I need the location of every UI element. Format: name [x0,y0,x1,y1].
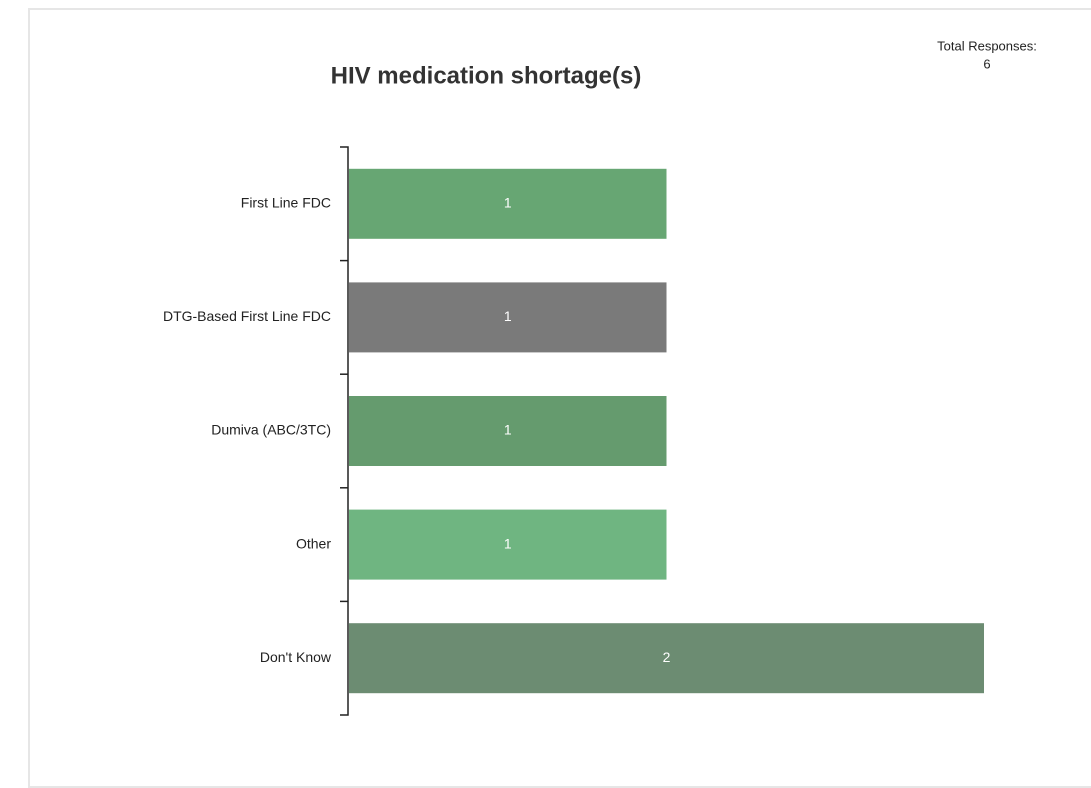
category-label: Don't Know [260,649,332,665]
total-value: 6 [983,56,990,71]
category-label: First Line FDC [241,195,331,211]
bar [349,168,667,239]
data-label: 1 [504,308,512,324]
data-label: 1 [504,422,512,438]
bar [349,509,667,580]
bar [349,396,667,466]
total-label: Total Responses: [937,38,1037,53]
data-label: 2 [663,649,671,665]
category-label: DTG-Based First Line FDC [163,308,331,324]
category-label: Other [296,535,331,551]
bar [349,623,984,694]
data-label: 1 [504,195,512,211]
chart-title: HIV medication shortage(s) [331,62,642,89]
category-label: Dumiva (ABC/3TC) [211,422,331,438]
data-label: 1 [504,535,512,551]
bar [349,282,667,353]
y-axis [340,146,349,716]
